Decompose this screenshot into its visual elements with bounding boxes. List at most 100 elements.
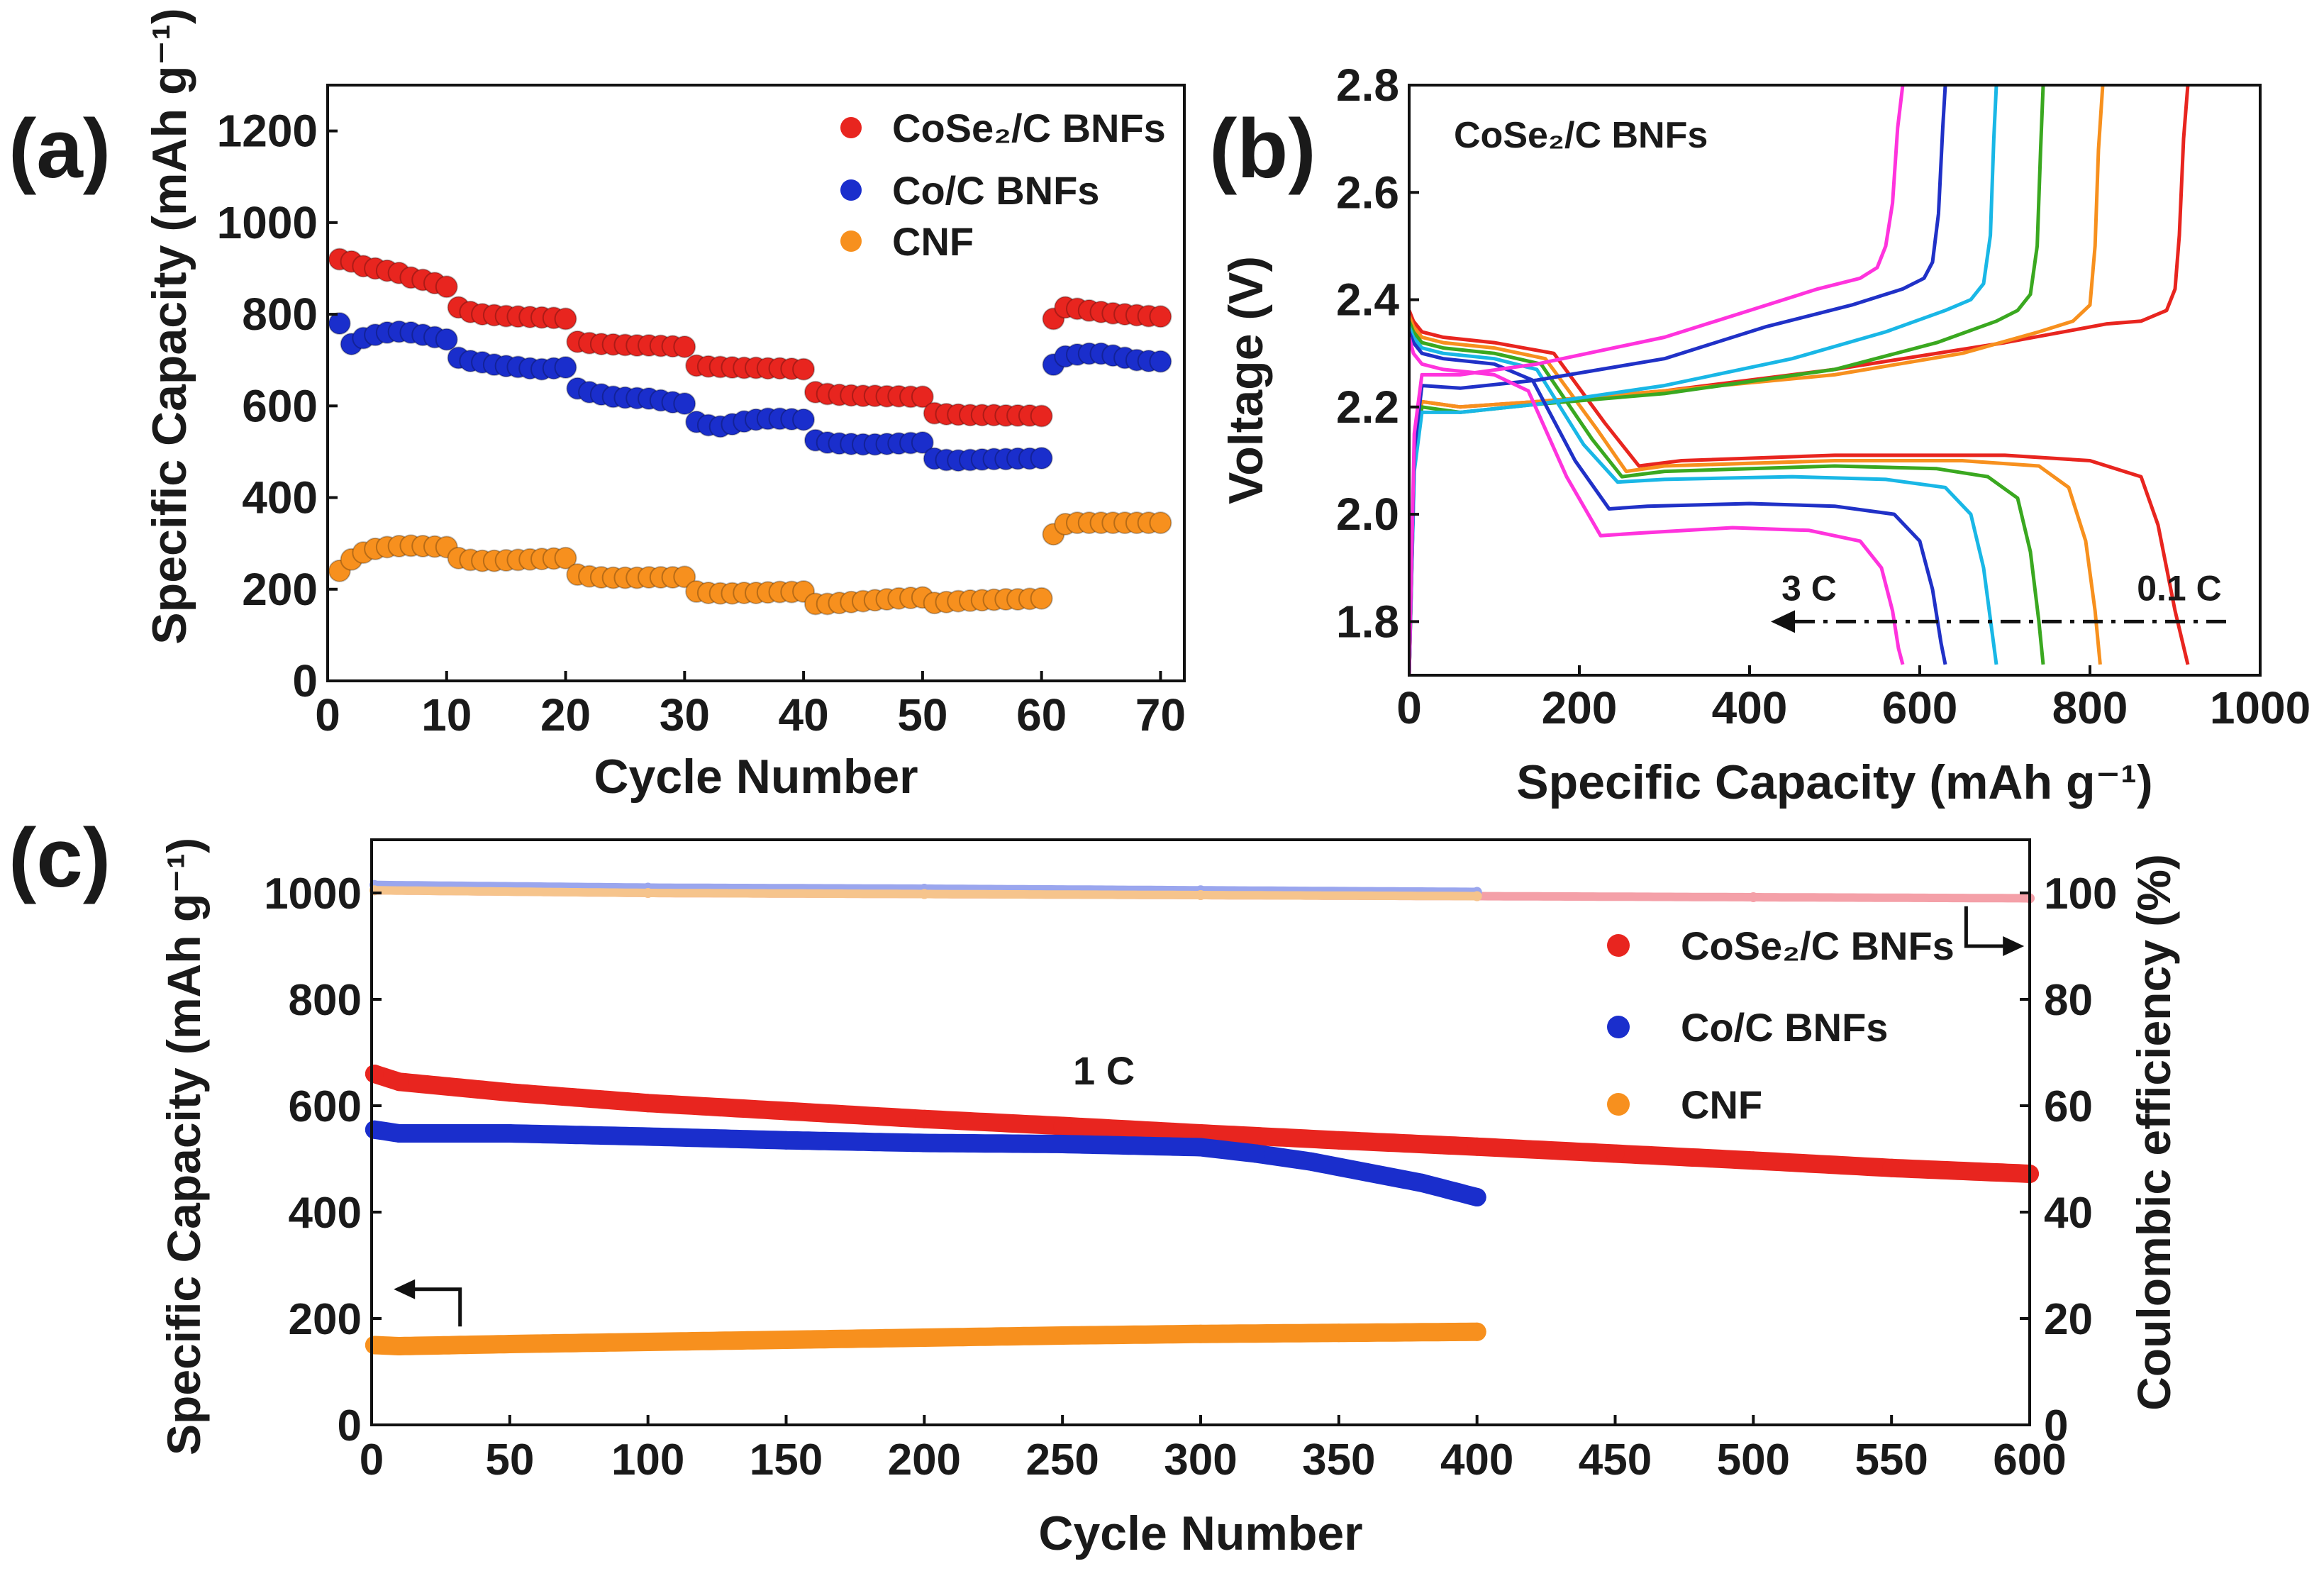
panel-b-ytick-label: 2.4	[1336, 274, 1399, 326]
panel-c-point	[777, 1131, 796, 1150]
panel-a-legend-label: CoSe₂/C BNFs	[892, 106, 1166, 150]
panel-c-point	[500, 1124, 519, 1143]
panel-c-xtick-label: 0	[360, 1436, 384, 1484]
panel-c-point	[1191, 1324, 1210, 1343]
panel-b-discharge-curve	[1409, 331, 1947, 665]
panel-c-xlabel: Cycle Number	[1038, 1506, 1362, 1560]
panel-c-y2label: Coulombic efficiency (%)	[2128, 854, 2180, 1411]
panel-c-xtick-label: 100	[611, 1436, 684, 1484]
panel-c-ytick-label: 400	[289, 1189, 362, 1238]
panel-b-ytick-label: 2.2	[1336, 382, 1399, 433]
panel-a-point	[792, 357, 816, 381]
panel-c-point	[1329, 1131, 1348, 1150]
panel-a: (a) 0 10 20 30 40 50 60 70 0 200 400 600 800 1000 1200 C…	[9, 8, 1186, 804]
panel-a-point	[554, 307, 577, 331]
panel-c-ylabel: Specific Capacity (mAh g⁻¹)	[157, 838, 210, 1455]
panel-a-xtick-label: 70	[1135, 689, 1186, 740]
panel-a-label: (a)	[9, 102, 111, 196]
panel-c-point	[500, 1083, 519, 1102]
panel-a-legend-marker	[840, 117, 862, 138]
panel-c-ytick-label: 1000	[264, 870, 362, 918]
panel-a-ytick-label: 400	[242, 472, 318, 523]
panel-c-point	[1744, 1151, 1763, 1170]
panel-b-annotation-01c: 0.1 C	[2137, 568, 2222, 608]
panel-c-point	[638, 1333, 657, 1351]
panel-a-ytick-label: 0	[292, 655, 318, 706]
panel-a-ytick-label: 1200	[217, 106, 318, 157]
panel-a-legend-marker	[840, 231, 862, 252]
panel-a-legend-label: CNF	[892, 219, 974, 264]
panel-c-point	[1053, 1326, 1072, 1345]
panel-c-point	[365, 1120, 384, 1139]
panel-a-ytick-label: 800	[242, 289, 318, 340]
panel-c-ytick-label: 200	[289, 1295, 362, 1344]
panel-c-y2tick-label: 80	[2044, 976, 2093, 1025]
panel-b-ytick-label: 2.0	[1336, 489, 1399, 540]
panel-c-point	[389, 1072, 408, 1092]
panel-c-y2tick-label: 60	[2044, 1082, 2093, 1131]
panel-a-point	[435, 275, 458, 299]
panel-c-xtick-label: 150	[750, 1436, 823, 1484]
panel-a-xtick-label: 30	[660, 689, 710, 740]
panel-c-xtick-label: 200	[888, 1436, 961, 1484]
panel-a-ytick-label: 200	[242, 564, 318, 615]
panel-b-frame	[1408, 84, 2262, 677]
panel-c-legend-label: CNF	[1681, 1082, 1762, 1127]
panel-b-xtick-label: 200	[1542, 682, 1618, 733]
panel-a-xtick-label: 20	[540, 689, 591, 740]
panel-b-ytick-label: 2.6	[1336, 167, 1399, 218]
panel-c-point	[1053, 1116, 1072, 1136]
panel-a-xtick-label: 60	[1016, 689, 1067, 740]
panel-b-annotation-3c: 3 C	[1781, 568, 1837, 608]
panel-a-point	[554, 356, 577, 379]
panel-c-xtick-label: 450	[1579, 1436, 1652, 1484]
panel-a-legend-marker	[840, 179, 862, 201]
panel-a-xtick-label: 10	[421, 689, 472, 740]
panel-b-xlabel: Specific Capacity (mAh g⁻¹)	[1516, 755, 2152, 809]
panel-b-rate-arrowhead	[1771, 610, 1795, 633]
panel-a-point	[673, 335, 696, 358]
panel-a-point	[1030, 446, 1053, 470]
panel-b-xtick-label: 800	[2052, 682, 2128, 733]
panel-a-xtick-label: 40	[779, 689, 829, 740]
panel-c-point	[1196, 890, 1206, 900]
panel-c-xtick-label: 300	[1164, 1436, 1237, 1484]
panel-c-point	[1606, 1144, 1625, 1163]
panel-c: (c)0 50 100 150 200 250 300 350 400 450 500 550 6000…	[9, 811, 2180, 1560]
panel-a-point	[435, 328, 458, 351]
panel-c-legend-marker	[1607, 1093, 1630, 1116]
panel-c-xtick-label: 500	[1717, 1436, 1790, 1484]
panel-a-point	[554, 546, 577, 570]
panel-c-xtick-label: 250	[1025, 1436, 1099, 1484]
panel-c-point	[1882, 1158, 1901, 1177]
panel-a-point	[911, 431, 934, 454]
panel-c-point	[1467, 1137, 1486, 1156]
panel-c-point	[1329, 1323, 1348, 1343]
panel-c-label: (c)	[9, 811, 111, 905]
panel-c-point	[1246, 1144, 1265, 1163]
panel-b-discharge-curve	[1409, 320, 2045, 665]
panel-b-xtick-label: 1000	[2210, 682, 2311, 733]
panel-c-y2tick-label: 20	[2044, 1295, 2093, 1344]
panel-c-xtick-label: 350	[1302, 1436, 1375, 1484]
panel-a-point	[911, 385, 934, 409]
panel-c-xtick-label: 50	[485, 1436, 534, 1484]
panel-b-charge-curve	[1409, 85, 2105, 675]
panel-c-right-axis-arrowhead	[2003, 936, 2025, 956]
panel-c-point	[643, 888, 653, 898]
panel-a-point	[1030, 587, 1053, 610]
panel-c-point	[365, 1065, 384, 1083]
panel-c-y2tick-label: 100	[2044, 870, 2117, 918]
panel-c-legend-label: CoSe₂/C BNFs	[1681, 923, 1955, 968]
panel-c-left-axis-arrowhead	[394, 1279, 416, 1299]
panel-c-point	[389, 1337, 408, 1355]
panel-b-charge-curve	[1409, 85, 1998, 675]
panel-c-xtick-label: 600	[1993, 1436, 2066, 1484]
panel-a-point	[328, 312, 351, 335]
panel-c-point	[915, 1328, 934, 1347]
panel-c-point	[1467, 1188, 1486, 1206]
panel-a-point	[673, 565, 696, 589]
panel-c-point	[638, 1094, 657, 1113]
panel-a-point	[673, 392, 696, 416]
panel-c-ytick-label: 600	[289, 1082, 362, 1131]
